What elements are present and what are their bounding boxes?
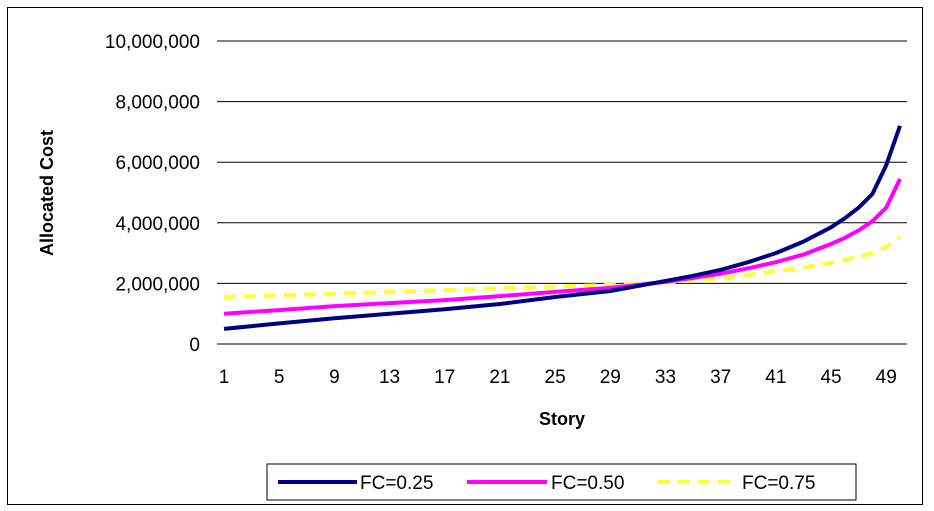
y-tick-label: 6,000,000 bbox=[115, 153, 200, 174]
x-tick-label: 33 bbox=[655, 367, 676, 388]
y-tick-label: 10,000,000 bbox=[105, 32, 200, 53]
chart-frame bbox=[7, 7, 923, 505]
y-axis-title: Allocated Cost bbox=[37, 130, 57, 256]
legend-box bbox=[266, 463, 857, 501]
x-tick-label: 37 bbox=[710, 367, 731, 388]
legend-label-fc075: FC=0.75 bbox=[742, 473, 815, 494]
series-lines bbox=[223, 125, 902, 331]
x-tick-label: 13 bbox=[379, 367, 400, 388]
x-axis-title: Story bbox=[539, 409, 585, 429]
legend: FC=0.25 FC=0.50 FC=0.75 bbox=[266, 463, 857, 501]
x-tick-label: 17 bbox=[434, 367, 455, 388]
legend-label-fc050: FC=0.50 bbox=[551, 473, 624, 494]
y-axis-ticks: 0 2,000,000 4,000,000 6,000,000 8,000,000 10,… bbox=[105, 32, 200, 356]
x-tick-label: 1 bbox=[219, 367, 230, 388]
x-tick-label: 5 bbox=[274, 367, 285, 388]
y-tick-label: 0 bbox=[189, 335, 200, 356]
x-tick-label: 45 bbox=[820, 367, 841, 388]
x-tick-label: 29 bbox=[600, 367, 621, 388]
x-tick-label: 25 bbox=[545, 367, 566, 388]
y-tick-label: 2,000,000 bbox=[115, 274, 200, 295]
x-tick-label: 9 bbox=[329, 367, 340, 388]
series-line-fc050 bbox=[223, 178, 902, 316]
x-tick-label: 21 bbox=[489, 367, 510, 388]
x-tick-label: 41 bbox=[765, 367, 786, 388]
series-line-fc075 bbox=[223, 234, 902, 299]
y-tick-label: 4,000,000 bbox=[115, 214, 200, 235]
series-line-fc025 bbox=[223, 125, 902, 331]
legend-label-fc025: FC=0.25 bbox=[360, 473, 433, 494]
x-axis-ticks: 1 5 9 13 17 21 25 29 33 37 41 45 49 bbox=[219, 367, 897, 388]
y-tick-label: 8,000,000 bbox=[115, 93, 200, 114]
gridlines bbox=[217, 40, 907, 284]
x-tick-label: 49 bbox=[876, 367, 897, 388]
